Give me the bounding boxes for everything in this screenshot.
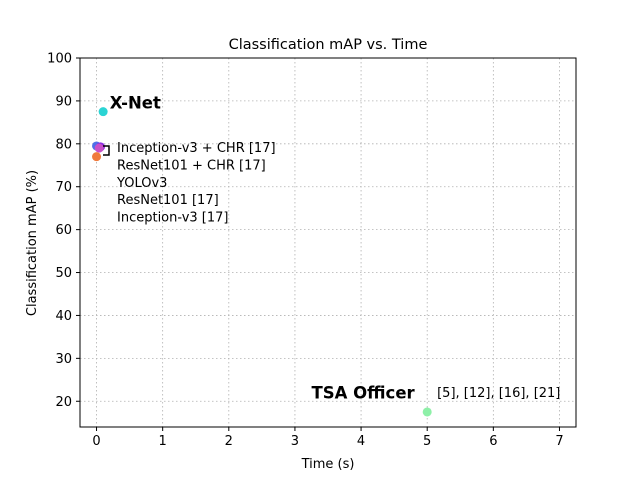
y-tick-label: 70 — [55, 180, 72, 195]
y-tick-label: 80 — [55, 137, 72, 152]
chart-title: Classification mAP vs. Time — [229, 37, 428, 53]
data-point — [94, 143, 104, 153]
legend-entry: Inception-v3 [17] — [117, 211, 229, 226]
x-tick-label: 7 — [555, 434, 563, 449]
x-tick-label: 4 — [357, 434, 365, 449]
y-tick-label: 50 — [55, 266, 72, 281]
x-tick-label: 3 — [291, 434, 299, 449]
y-tick-label: 20 — [55, 395, 72, 410]
annotations: X-Net TSA Officer [5], [12], [16], [21] — [110, 94, 561, 403]
x-tick-label: 5 — [423, 434, 431, 449]
legend-entry: YOLOv3 — [116, 176, 167, 191]
x-axis-label: Time (s) — [301, 457, 355, 472]
legend-entry: ResNet101 + CHR [17] — [117, 158, 266, 173]
data-point — [98, 107, 108, 117]
y-tick-label: 60 — [55, 223, 72, 238]
data-point — [92, 152, 102, 162]
legend-list: Inception-v3 + CHR [17] ResNet101 + CHR [… — [116, 141, 276, 226]
legend-entry: Inception-v3 + CHR [17] — [117, 141, 276, 156]
x-tick-label: 6 — [489, 434, 497, 449]
plot-frame — [79, 57, 577, 428]
x-tick-label: 1 — [159, 434, 167, 449]
annotation-label: X-Net — [110, 94, 161, 113]
axis-ticks: 0 1 2 3 4 5 6 7 20 30 40 50 60 70 80 90 100 — [47, 52, 563, 450]
y-tick-label: 90 — [55, 94, 72, 109]
legend-entry: ResNet101 [17] — [117, 193, 219, 208]
annotation-label: TSA Officer — [311, 384, 415, 403]
x-tick-label: 2 — [225, 434, 233, 449]
y-axis-label: Classification mAP (%) — [25, 170, 40, 316]
y-tick-label: 100 — [47, 52, 72, 67]
data-points — [92, 107, 432, 417]
annotation-label: [5], [12], [16], [21] — [437, 386, 560, 401]
y-tick-label: 30 — [55, 352, 72, 367]
grid-lines — [80, 57, 576, 427]
y-tick-label: 40 — [55, 309, 72, 324]
data-point — [422, 407, 432, 417]
legend-bracket — [103, 145, 110, 156]
x-tick-label: 0 — [92, 434, 100, 449]
